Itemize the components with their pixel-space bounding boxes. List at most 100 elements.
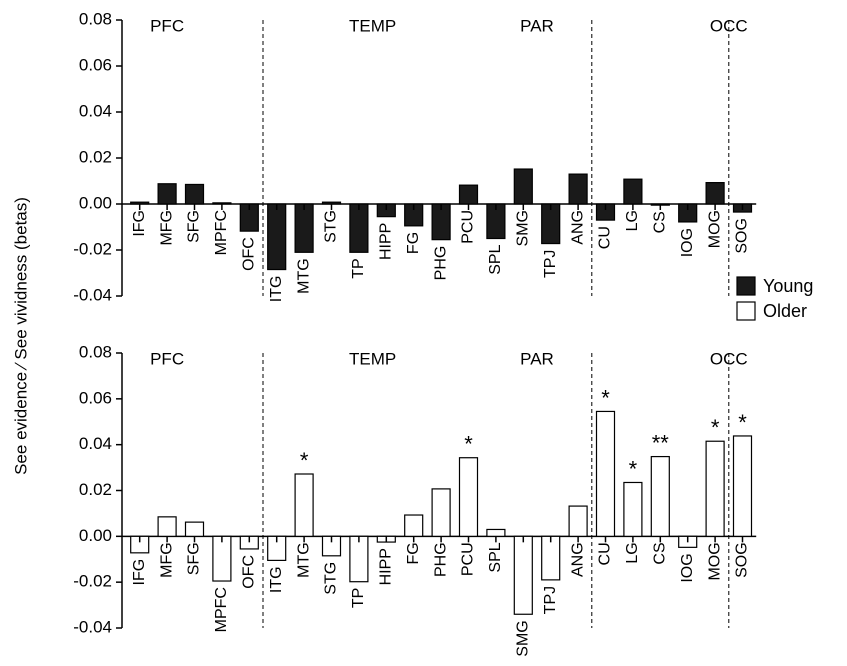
category-label: ANG (569, 542, 586, 577)
region-label: OCC (710, 349, 748, 368)
bar-tpj (541, 535, 561, 581)
category-label: SMG (515, 210, 532, 246)
significance-marker: * (629, 456, 638, 481)
category-label: MOG (706, 542, 723, 580)
category-label: IFG (131, 210, 148, 237)
bar-cs (650, 455, 670, 537)
category-label: MPFC (213, 210, 230, 255)
legend-swatch-older (736, 301, 756, 321)
category-label: LG (624, 542, 641, 563)
bar-mog (705, 440, 725, 537)
category-label: CS (652, 211, 669, 233)
category-label: FG (405, 232, 422, 254)
y-tick-label: 0.00 (79, 193, 112, 212)
category-label: PHG (432, 542, 449, 577)
category-label: HIPP (378, 223, 395, 260)
category-label: SMG (515, 620, 532, 656)
y-tick-label: 0.06 (79, 388, 112, 407)
category-label: HIPP (378, 548, 395, 585)
bar-ang (568, 505, 588, 537)
category-label: SFG (186, 210, 203, 243)
category-label: SFG (186, 542, 203, 575)
category-label: ANG (569, 210, 586, 245)
bar-mtg (294, 473, 314, 537)
bottom-panel: 0.08 0.06 0.04 0.02 0.00 -0.02 -0.04 PFC TEMP PAR… (73, 342, 757, 657)
category-label: IOG (679, 553, 696, 582)
significance-marker: * (601, 385, 610, 410)
bar-sog (732, 435, 753, 537)
category-label: PCU (460, 210, 477, 244)
category-label: MOG (706, 210, 723, 248)
region-label: TEMP (349, 349, 396, 368)
category-label: SOG (734, 542, 751, 578)
significance-marker: * (711, 415, 720, 440)
category-label: OFC (241, 555, 258, 589)
category-label: MFG (158, 542, 175, 578)
y-tick-label: 0.06 (79, 55, 112, 74)
bar-pcu (458, 184, 479, 205)
top-panel: 0.08 0.06 0.04 0.02 0.00 -0.02 -0.04 PFC TEMP PAR… (73, 9, 757, 304)
category-label: ITG (268, 276, 285, 303)
category-label: TPJ (542, 586, 559, 614)
bar-mpfc (212, 535, 232, 582)
category-label: MFG (158, 210, 175, 246)
category-label: OFC (241, 237, 258, 271)
bar-itg (267, 203, 287, 271)
y-tick-label: 0.08 (79, 9, 112, 28)
bar-phg (431, 488, 451, 537)
legend: Young Older (736, 276, 813, 321)
category-label: PCU (460, 542, 477, 576)
bar-mfg (157, 516, 177, 537)
category-label: CU (597, 542, 614, 565)
bar-mpfc (212, 202, 232, 205)
region-label: PAR (520, 16, 554, 35)
category-label: SOG (734, 218, 751, 254)
bar-cu (595, 410, 616, 537)
y-tick-label: 0.08 (79, 342, 112, 361)
legend-label-young: Young (763, 276, 813, 296)
category-label: IOG (679, 228, 696, 257)
region-label: PAR (520, 349, 554, 368)
category-label: STG (323, 210, 340, 243)
y-axis-label: See evidence ∕ See vividness (betas) (11, 197, 30, 475)
bar-stg (321, 201, 342, 205)
y-tick-label: 0.02 (79, 147, 112, 166)
category-label: CU (597, 226, 614, 249)
category-label: IFG (131, 559, 148, 586)
region-label: OCC (710, 16, 748, 35)
category-label: ITG (268, 566, 285, 593)
category-label: MTG (295, 258, 312, 294)
significance-marker: * (300, 448, 309, 473)
bar-smg (513, 535, 533, 615)
bar-ifg (130, 201, 150, 205)
category-label: CS (652, 542, 669, 564)
bar-tp (349, 203, 369, 253)
category-label: STG (323, 562, 340, 595)
bar-mfg (157, 183, 177, 205)
significance-marker: * (464, 432, 473, 457)
legend-swatch-young (736, 276, 756, 296)
region-label: TEMP (349, 16, 396, 35)
legend-label-older: Older (763, 301, 807, 321)
bar-sfg (184, 183, 205, 205)
category-label: SPL (487, 542, 504, 572)
y-tick-label: 0.02 (79, 480, 112, 499)
category-label: PHG (432, 246, 449, 281)
bar-lg (623, 178, 643, 205)
y-tick-label: -0.04 (73, 617, 112, 636)
y-tick-label: 0.00 (79, 526, 112, 545)
significance-marker: * (738, 410, 747, 435)
region-label: PFC (150, 16, 184, 35)
category-label: LG (624, 210, 641, 231)
bar-ang (568, 173, 588, 205)
category-label: MPFC (213, 587, 230, 632)
category-label: TP (350, 588, 367, 608)
y-tick-label: -0.02 (73, 572, 112, 591)
category-label: FG (405, 542, 422, 564)
category-label: MTG (295, 542, 312, 578)
bar-lg (623, 481, 643, 537)
bar-fg (404, 514, 424, 537)
bar-mtg (294, 203, 314, 253)
y-tick-label: 0.04 (79, 101, 112, 120)
